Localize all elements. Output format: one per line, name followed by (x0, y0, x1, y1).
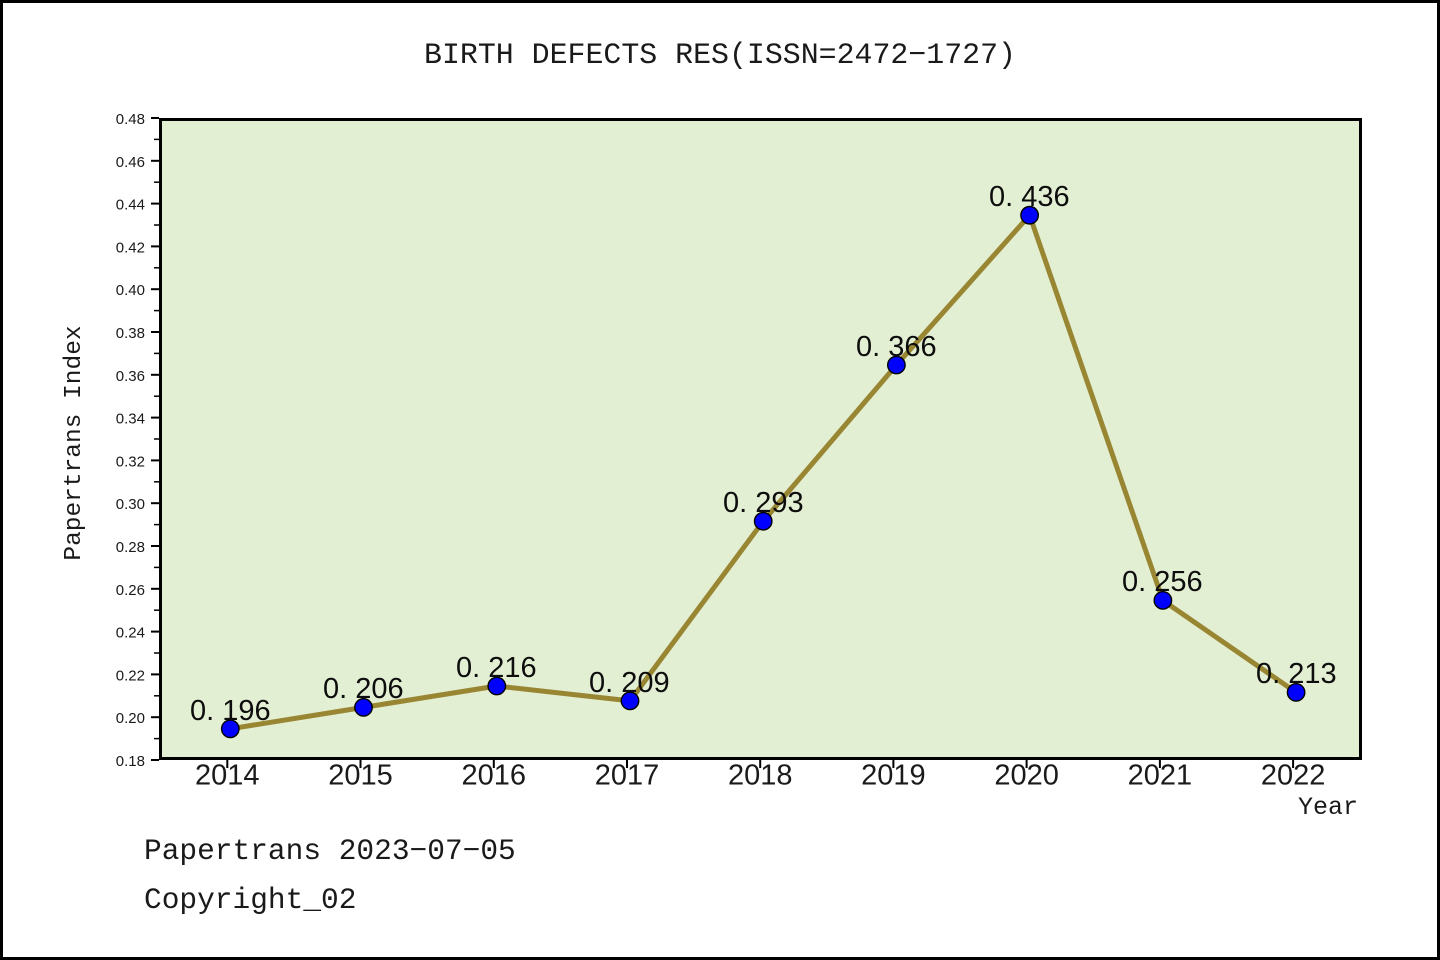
svg-text:2021: 2021 (1128, 760, 1193, 792)
svg-text:2022: 2022 (1261, 760, 1326, 792)
svg-text:2019: 2019 (861, 760, 926, 792)
svg-text:0.24: 0.24 (116, 625, 145, 642)
svg-text:0.36: 0.36 (116, 368, 145, 385)
svg-text:0.28: 0.28 (116, 539, 145, 556)
svg-text:0.18: 0.18 (116, 753, 145, 770)
svg-text:2014: 2014 (195, 760, 260, 792)
svg-text:2017: 2017 (595, 760, 660, 792)
svg-text:2018: 2018 (728, 760, 793, 792)
svg-text:0.26: 0.26 (116, 582, 145, 599)
svg-text:0.44: 0.44 (116, 197, 145, 214)
svg-text:0.30: 0.30 (116, 496, 145, 513)
svg-text:2015: 2015 (328, 760, 393, 792)
svg-text:0.38: 0.38 (116, 325, 145, 342)
svg-text:0.46: 0.46 (116, 154, 145, 171)
svg-text:0.48: 0.48 (116, 111, 145, 128)
svg-text:0.42: 0.42 (116, 239, 145, 256)
svg-text:0.34: 0.34 (116, 411, 145, 428)
svg-text:0.32: 0.32 (116, 453, 145, 470)
svg-text:0.22: 0.22 (116, 667, 145, 684)
svg-text:2016: 2016 (462, 760, 527, 792)
svg-text:0.20: 0.20 (116, 710, 145, 727)
svg-text:2020: 2020 (994, 760, 1059, 792)
svg-text:0.40: 0.40 (116, 282, 145, 299)
